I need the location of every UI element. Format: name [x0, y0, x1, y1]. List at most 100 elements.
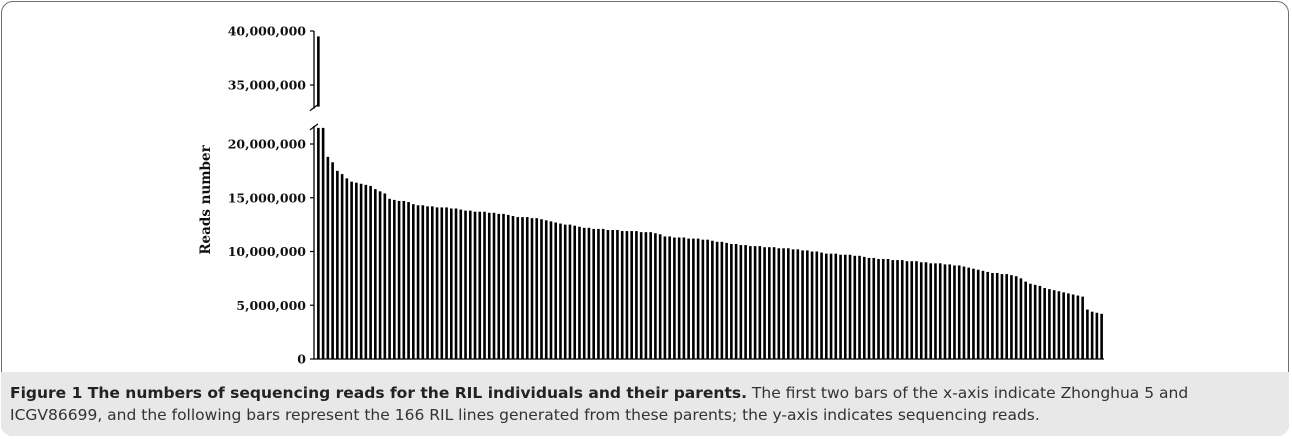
- bar: [753, 246, 757, 359]
- bar: [801, 250, 804, 359]
- bar: [886, 259, 890, 359]
- bar: [468, 210, 472, 359]
- bar: [715, 241, 719, 359]
- bar: [521, 217, 524, 359]
- bar: [957, 265, 961, 359]
- bar: [900, 260, 904, 359]
- bar: [829, 253, 833, 359]
- bar: [824, 253, 828, 359]
- bar: [806, 250, 809, 359]
- bar: [877, 259, 880, 359]
- bar: [981, 270, 985, 359]
- bar: [393, 199, 396, 359]
- bar: [1052, 290, 1056, 359]
- bars: [317, 36, 1103, 359]
- bar: [696, 238, 700, 359]
- bar: [943, 264, 947, 359]
- bar: [1005, 274, 1008, 359]
- bar-chart: 0 5,000,000 10,000,000 15,000,000 20,000,000…: [198, 24, 1104, 367]
- bar: [1043, 288, 1046, 359]
- bar: [763, 247, 766, 359]
- bar: [317, 127, 320, 359]
- caption-title: Figure 1 The numbers of sequencing reads…: [10, 384, 747, 402]
- bar: [862, 256, 866, 359]
- bar: [687, 238, 690, 359]
- bar: [383, 193, 387, 359]
- bar: [606, 230, 610, 359]
- bar: [364, 184, 368, 359]
- bar: [1057, 291, 1061, 359]
- bar: [535, 218, 539, 359]
- bar: [350, 181, 353, 359]
- y-axis: 0 5,000,000 10,000,000 15,000,000 20,000,000…: [228, 24, 1104, 367]
- bar: [516, 217, 520, 359]
- y-tick-label: 20,000,000: [228, 137, 307, 152]
- bar: [587, 227, 591, 359]
- bar: [919, 262, 923, 359]
- bar: [910, 261, 914, 359]
- bar: [1014, 276, 1018, 359]
- bar: [502, 213, 505, 359]
- bar: [962, 266, 966, 359]
- bar: [725, 242, 728, 359]
- bar: [730, 243, 733, 359]
- bar: [430, 206, 434, 359]
- bar: [563, 224, 567, 359]
- bar: [858, 255, 861, 359]
- bar: [834, 253, 838, 359]
- bar: [796, 249, 800, 359]
- caption-text: The first two bars of the x-axis indicat…: [10, 384, 1189, 424]
- bar: [573, 225, 577, 359]
- bar: [582, 227, 586, 359]
- bar: [1033, 284, 1037, 359]
- bar: [601, 228, 605, 359]
- bar: [407, 202, 410, 359]
- bar: [597, 228, 600, 359]
- bar-upper: [317, 36, 320, 107]
- bar: [1019, 278, 1023, 359]
- bar: [487, 212, 491, 359]
- bar: [611, 230, 614, 359]
- bar: [777, 248, 781, 359]
- bar: [568, 224, 572, 359]
- bar: [658, 234, 662, 359]
- bar: [620, 231, 624, 359]
- bar: [692, 238, 695, 359]
- bar: [768, 247, 771, 359]
- bar: [934, 263, 937, 359]
- bar: [891, 260, 895, 359]
- bar: [525, 217, 529, 359]
- bar: [701, 239, 705, 359]
- bar: [853, 255, 857, 359]
- bar: [511, 216, 515, 359]
- bar: [1081, 296, 1084, 359]
- bar: [440, 207, 444, 359]
- bar: [1086, 309, 1089, 359]
- bar: [668, 236, 671, 359]
- bar: [635, 231, 638, 359]
- bar: [924, 262, 928, 359]
- bar: [578, 226, 581, 359]
- bar: [815, 251, 819, 359]
- bar: [995, 273, 999, 359]
- bar: [1038, 285, 1042, 359]
- bar: [915, 261, 918, 359]
- bar: [1067, 293, 1070, 359]
- bar: [1090, 311, 1094, 359]
- axis-break-mark-lower: [309, 123, 319, 131]
- bar: [449, 208, 453, 359]
- bar: [673, 237, 676, 359]
- bar: [435, 207, 439, 359]
- bar: [677, 237, 681, 359]
- figure-caption: Figure 1 The numbers of sequencing reads…: [10, 382, 1280, 426]
- bar: [464, 210, 467, 359]
- bar: [967, 267, 971, 359]
- bar: [948, 264, 952, 359]
- bar: [625, 231, 629, 359]
- bar: [416, 205, 420, 359]
- bar: [540, 219, 543, 359]
- bar: [905, 261, 909, 359]
- bar: [839, 254, 842, 359]
- bar: [592, 228, 596, 359]
